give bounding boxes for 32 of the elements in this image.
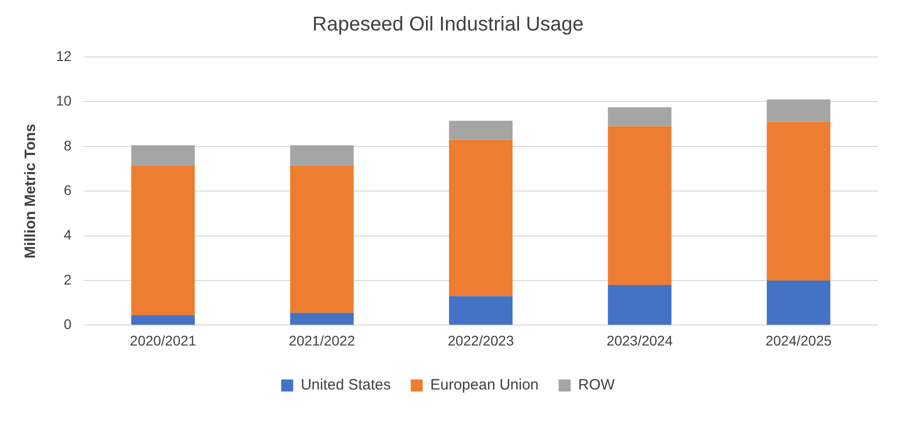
bar [608, 126, 672, 285]
y-tick-label: 10 [56, 92, 72, 109]
y-tick-label: 2 [64, 271, 72, 288]
y-axis-title: Million Metric Tons [22, 124, 40, 258]
x-tick-label: 2024/2025 [765, 332, 832, 348]
legend-label: European Union [430, 376, 539, 394]
bar [131, 145, 195, 166]
bar [290, 145, 354, 166]
bar [766, 122, 830, 280]
legend-label: ROW [578, 376, 616, 394]
legend-label: United States [300, 376, 391, 394]
bar [449, 296, 513, 325]
bar [608, 107, 672, 126]
bar [766, 280, 830, 325]
bar [449, 140, 513, 296]
bar [608, 284, 672, 325]
x-tick-label: 2020/2021 [130, 332, 196, 348]
y-tick-label: 6 [64, 182, 72, 198]
y-tick-label: 4 [64, 226, 72, 243]
y-tick-label: 8 [64, 137, 72, 154]
bar [131, 165, 195, 316]
bar [290, 312, 354, 325]
x-tick-label: 2021/2022 [288, 332, 356, 348]
y-tick-label: 12 [56, 48, 72, 64]
bar [131, 315, 195, 325]
bar [449, 120, 513, 140]
x-tick-label: 2022/2023 [448, 332, 514, 348]
y-tick-label: 0 [64, 316, 72, 332]
bar [290, 165, 354, 313]
x-tick-label: 2023/2024 [606, 332, 673, 348]
bar [766, 99, 830, 122]
chart-title: Rapeseed Oil Industrial Usage [312, 14, 584, 36]
